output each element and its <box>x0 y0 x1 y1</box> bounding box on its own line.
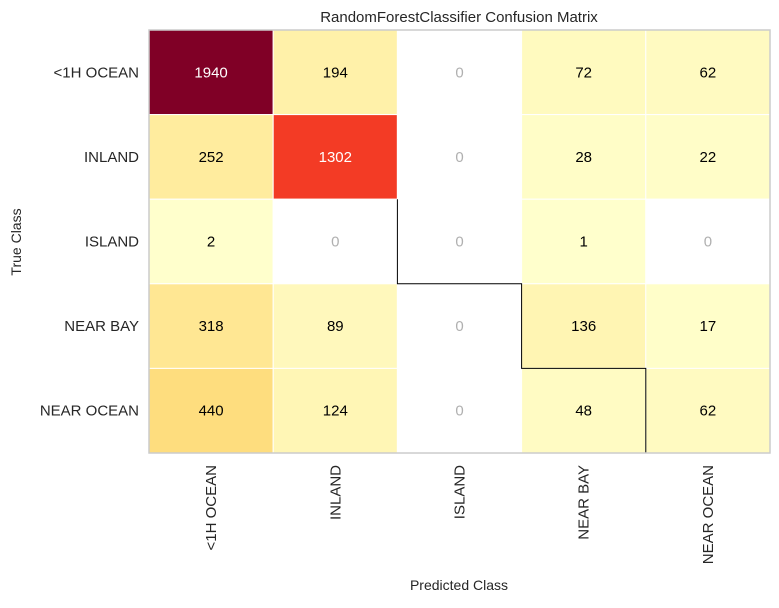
heatmap-cell <box>272 283 398 369</box>
cell-value-label: 194 <box>323 64 348 81</box>
heatmap-cell <box>148 114 274 200</box>
heatmap-cell <box>272 198 398 285</box>
y-tick-label: ISLAND <box>85 234 139 251</box>
cell-value-label: 318 <box>199 318 224 335</box>
x-tick-label: NEAR OCEAN <box>700 465 717 564</box>
chart-title: RandomForestClassifier Confusion Matrix <box>320 9 598 26</box>
heatmap-cell <box>645 367 771 454</box>
plot-frame <box>148 29 771 454</box>
cell-value-label: 0 <box>331 234 339 251</box>
cell-value-label: 62 <box>700 64 717 81</box>
heatmap-cell <box>272 29 398 116</box>
cell-value-label: 252 <box>199 149 224 166</box>
cell-value-label: 48 <box>575 403 592 420</box>
cell-value-label: 17 <box>700 318 717 335</box>
cell-value-label: 1302 <box>319 149 352 166</box>
heatmap-cell <box>645 29 771 116</box>
cell-value-label: 0 <box>455 149 463 166</box>
cell-value-label: 440 <box>199 403 224 420</box>
cell-value-label: 1940 <box>194 64 227 81</box>
heatmap-cell <box>396 367 523 454</box>
diagonal-outline <box>396 199 647 453</box>
cell-value-label: 124 <box>323 403 348 420</box>
heatmap-cell <box>396 114 523 200</box>
heatmap-cell <box>396 198 523 285</box>
heatmap-cell <box>521 29 647 116</box>
y-tick-label: NEAR OCEAN <box>40 403 139 420</box>
x-tick-labels: <1H OCEAN INLAND ISLAND NEAR BAY NEAR OCEAN <box>203 465 717 564</box>
x-tick-label: NEAR BAY <box>576 465 593 540</box>
cell-value-label: 89 <box>327 318 344 335</box>
cell-value-label: 0 <box>455 64 463 81</box>
cell-value-label: 0 <box>455 234 463 251</box>
cell-value-label: 72 <box>575 64 592 81</box>
y-tick-label: INLAND <box>84 149 139 166</box>
diagonal-step-line <box>396 199 647 453</box>
cell-value-label: 0 <box>704 234 712 251</box>
y-axis-label: True Class <box>8 208 24 275</box>
cell-value-label: 2 <box>207 234 215 251</box>
cell-value-label: 22 <box>700 149 717 166</box>
heatmap-cell <box>148 367 274 454</box>
heatmap-cell <box>148 29 274 116</box>
x-tick-label: <1H OCEAN <box>203 465 220 550</box>
cell-value-label: 0 <box>455 318 463 335</box>
cell-value-label: 62 <box>700 403 717 420</box>
heatmap-cell <box>645 114 771 200</box>
heatmap-cell <box>645 198 771 285</box>
y-tick-label: <1H OCEAN <box>54 64 139 81</box>
cell-value-label: 1 <box>580 234 588 251</box>
x-tick-label: INLAND <box>327 465 344 520</box>
y-tick-labels: <1H OCEAN INLAND ISLAND NEAR BAY NEAR OCEAN <box>40 64 139 419</box>
heatmap-cell <box>521 198 647 285</box>
heatmap-cell <box>272 367 398 454</box>
x-axis-label: Predicted Class <box>410 577 508 593</box>
y-tick-label: NEAR BAY <box>64 318 139 335</box>
cell-value-label: 0 <box>455 403 463 420</box>
cell-value-label: 28 <box>575 149 592 166</box>
cell-value-label: 136 <box>571 318 596 335</box>
heatmap-cell <box>521 283 647 369</box>
heatmap-cell <box>645 283 771 369</box>
x-tick-label: ISLAND <box>452 465 469 519</box>
heatmap-cell <box>396 283 523 369</box>
